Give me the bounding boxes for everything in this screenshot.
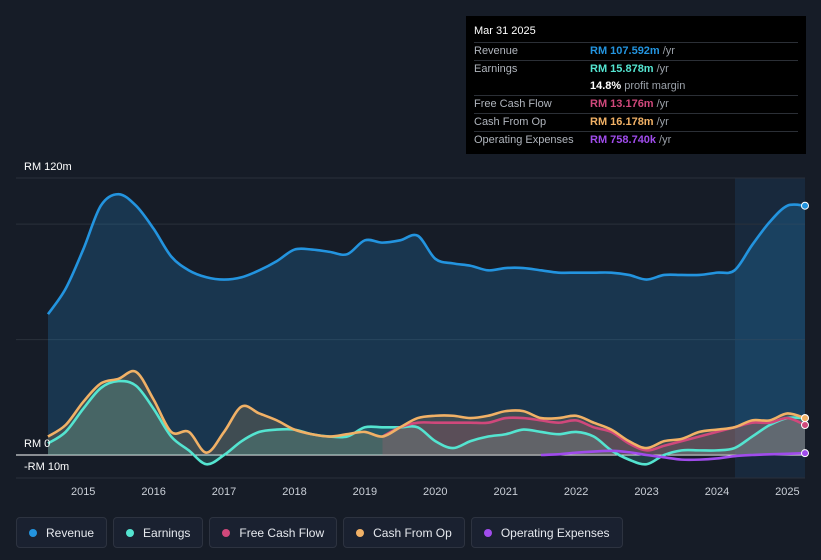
x-tick-label: 2021 <box>493 486 517 498</box>
legend-dot-icon <box>126 528 135 537</box>
tooltip-date: Mar 31 2025 <box>474 25 536 37</box>
legend-dot-icon <box>29 528 37 537</box>
series-area-earnings <box>48 381 805 465</box>
tooltip-row-label: Earnings <box>474 63 518 75</box>
tooltip-row-value: RM 15.878m <box>590 63 654 75</box>
tooltip-row: Earnings RM 15.878m/yr <box>474 60 798 78</box>
legend-dot-icon <box>356 528 365 537</box>
forecast-highlight <box>735 178 805 478</box>
series-line-revenue[interactable] <box>46 192 806 315</box>
legend-item-earnings[interactable]: Earnings <box>113 517 204 548</box>
legend: Revenue Earnings Free Cash Flow Cash From O… <box>16 517 629 548</box>
chart-area: RM 120m RM 0 -RM 10m 2015 2016 2017 2018 201… <box>16 161 809 498</box>
y-label-zero: RM 0 <box>24 438 50 450</box>
legend-item-operating-expenses[interactable]: Operating Expenses <box>470 517 623 548</box>
legend-label: Earnings <box>143 525 191 540</box>
tooltip-row: Revenue RM 107.592m/yr <box>474 42 798 60</box>
tooltip-row-label: Revenue <box>474 45 519 57</box>
legend-label: Cash From Op <box>373 525 452 540</box>
tooltip-row-label: Cash From Op <box>474 116 547 128</box>
tooltip-row-unit: /yr <box>656 98 669 110</box>
tooltip-row: Free Cash Flow RM 13.176m/yr <box>474 95 798 113</box>
tooltip-row-unit: /yr <box>656 116 669 128</box>
tooltip-row-label <box>474 78 590 95</box>
tooltip-row-unit: /yr <box>659 134 672 146</box>
legend-dot-icon <box>483 528 492 537</box>
series-end-dot-operating-expenses <box>801 449 809 458</box>
x-tick-label: 2020 <box>423 486 447 498</box>
series-end-dot-cash-from-op <box>801 414 809 423</box>
y-label-bottom: -RM 10m <box>24 461 69 473</box>
tooltip-row-unit: profit margin <box>624 80 686 92</box>
series-end-dot-free-cash-flow <box>801 420 809 429</box>
legend-item-cash-from-op[interactable]: Cash From Op <box>343 517 465 548</box>
tooltip-row-label: Free Cash Flow <box>474 98 552 110</box>
tooltip-row: Operating Expenses RM 758.740k/yr <box>474 131 798 149</box>
tooltip-row-value: RM 13.176m <box>590 98 654 110</box>
tooltip-panel: Mar 31 2025 Revenue RM 107.592m/yr Earning… <box>466 16 806 154</box>
x-tick-label: 2019 <box>353 486 377 498</box>
tooltip-row-value: 14.8% <box>590 80 622 92</box>
y-label-top: RM 120m <box>24 161 72 173</box>
legend-item-free-cash-flow[interactable]: Free Cash Flow <box>209 517 338 548</box>
tooltip-row-value: RM 16.178m <box>590 116 654 128</box>
x-tick-label: 2024 <box>705 486 729 498</box>
tooltip-row: Cash From Op RM 16.178m/yr <box>474 113 798 131</box>
tooltip-row-unit: /yr <box>662 45 675 57</box>
x-tick-label: 2015 <box>71 486 95 498</box>
tooltip-row-value: RM 758.740k <box>590 134 657 146</box>
series-area-revenue <box>48 194 805 456</box>
legend-label: Revenue <box>46 525 95 540</box>
tooltip-row-value: RM 107.592m <box>590 45 660 57</box>
series-line-cash-from-op[interactable] <box>47 369 806 454</box>
legend-label: Operating Expenses <box>500 525 610 540</box>
tooltip-row-unit: /yr <box>656 63 669 75</box>
series-end-dot-revenue <box>801 201 809 210</box>
series-line-operating-expenses[interactable] <box>540 449 806 462</box>
x-tick-label: 2025 <box>775 486 799 498</box>
x-tick-label: 2022 <box>564 486 588 498</box>
x-tick-label: 2023 <box>634 486 658 498</box>
x-tick-label: 2018 <box>282 486 306 498</box>
legend-dot-icon <box>222 528 231 537</box>
tooltip-row: 14.8% profit margin <box>474 78 798 95</box>
x-tick-label: 2017 <box>212 486 236 498</box>
legend-item-revenue[interactable]: Revenue <box>16 517 108 548</box>
series-line-earnings[interactable] <box>47 379 806 466</box>
tooltip-row-label: Operating Expenses <box>474 134 574 146</box>
legend-label: Free Cash Flow <box>239 525 325 540</box>
x-tick-label: 2016 <box>141 486 165 498</box>
